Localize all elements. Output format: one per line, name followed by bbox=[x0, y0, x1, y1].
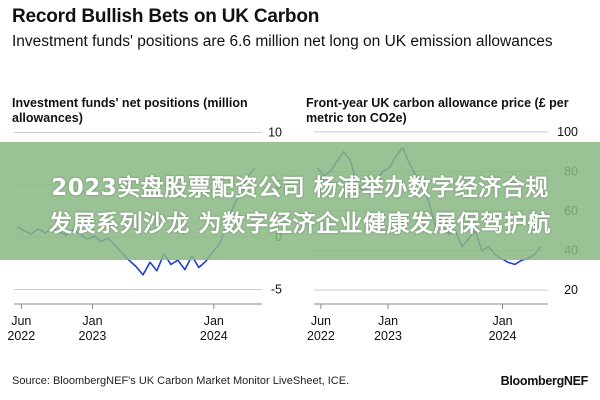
x-tick-label: Jan bbox=[378, 314, 398, 328]
y-tick-label: 20 bbox=[564, 283, 578, 297]
x-tick-label: Jan bbox=[204, 314, 224, 328]
chart-title: Record Bullish Bets on UK Carbon bbox=[12, 6, 320, 27]
x-tick-label: Jan bbox=[82, 314, 102, 328]
x-tick-label: 2024 bbox=[200, 329, 228, 343]
y-tick-label: 100 bbox=[557, 125, 578, 139]
overlay-banner bbox=[0, 142, 600, 260]
x-tick-label: 2024 bbox=[489, 329, 517, 343]
x-tick-label: Jun bbox=[311, 314, 331, 328]
banner-line-1: 2023实盘股票配资公司 杨浦举办数字经济合规 bbox=[51, 175, 549, 201]
x-tick-label: 2023 bbox=[374, 329, 402, 343]
y-tick-label: -5 bbox=[271, 283, 282, 297]
right-panel-title: Front-year UK carbon allowance price (£ … bbox=[306, 96, 569, 125]
x-tick-label: 2022 bbox=[307, 329, 335, 343]
banner-line-2: 发展系列沙龙 为数字经济企业健康发展保驾护航 bbox=[48, 211, 551, 237]
x-tick-label: Jun bbox=[11, 314, 31, 328]
chart-subtitle: Investment funds' positions are 6.6 mill… bbox=[12, 33, 553, 50]
source-note: Source: BloombergNEF's UK Carbon Market … bbox=[12, 375, 350, 387]
y-tick-label: 10 bbox=[268, 125, 282, 139]
x-tick-label: 2022 bbox=[7, 329, 35, 343]
x-tick-label: Jan bbox=[492, 314, 512, 328]
x-tick-label: 2023 bbox=[79, 329, 107, 343]
brand-logo: BloombergNEF bbox=[500, 374, 589, 388]
left-panel-title: Investment funds' net positions (million… bbox=[12, 96, 248, 125]
